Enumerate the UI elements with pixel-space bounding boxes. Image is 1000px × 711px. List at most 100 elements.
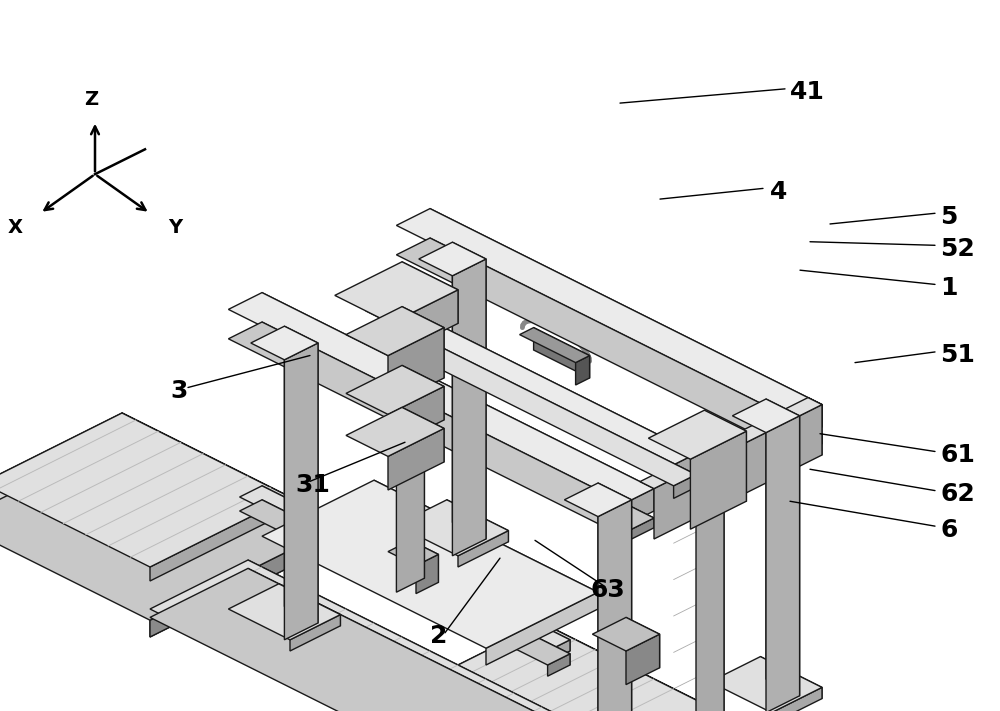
Polygon shape <box>388 321 696 487</box>
Polygon shape <box>262 480 598 648</box>
Polygon shape <box>760 656 822 699</box>
Polygon shape <box>338 535 360 557</box>
Polygon shape <box>262 486 360 546</box>
Text: 61: 61 <box>940 443 975 467</box>
Polygon shape <box>346 407 444 456</box>
Polygon shape <box>402 623 710 711</box>
Polygon shape <box>346 365 444 415</box>
Polygon shape <box>150 568 570 711</box>
Polygon shape <box>704 410 746 501</box>
Polygon shape <box>564 483 632 517</box>
Polygon shape <box>396 284 424 592</box>
Polygon shape <box>388 386 444 448</box>
Polygon shape <box>674 475 696 498</box>
Polygon shape <box>122 413 290 511</box>
Polygon shape <box>402 262 458 324</box>
Polygon shape <box>290 614 340 651</box>
Polygon shape <box>598 483 632 711</box>
Polygon shape <box>402 306 444 378</box>
Polygon shape <box>338 549 360 571</box>
Polygon shape <box>324 528 570 651</box>
Polygon shape <box>788 434 822 461</box>
Polygon shape <box>346 542 570 665</box>
Polygon shape <box>228 293 654 506</box>
Polygon shape <box>542 623 738 711</box>
Polygon shape <box>228 584 340 640</box>
Text: 5: 5 <box>940 205 957 229</box>
Polygon shape <box>486 592 598 665</box>
Polygon shape <box>710 656 822 711</box>
Polygon shape <box>542 623 710 711</box>
Polygon shape <box>626 617 660 668</box>
Polygon shape <box>452 259 486 556</box>
Polygon shape <box>430 238 822 444</box>
Polygon shape <box>150 497 290 581</box>
Polygon shape <box>402 365 444 420</box>
Text: 2: 2 <box>430 624 447 648</box>
Polygon shape <box>520 328 590 363</box>
Polygon shape <box>388 540 438 565</box>
Polygon shape <box>598 500 632 711</box>
Polygon shape <box>366 321 696 486</box>
Polygon shape <box>346 306 444 356</box>
Polygon shape <box>374 273 424 298</box>
Polygon shape <box>262 500 360 560</box>
Polygon shape <box>674 423 724 448</box>
Polygon shape <box>447 500 508 542</box>
Polygon shape <box>772 688 822 711</box>
Polygon shape <box>122 413 318 553</box>
Polygon shape <box>430 208 822 427</box>
Polygon shape <box>324 542 570 665</box>
Polygon shape <box>452 242 486 539</box>
Text: 1: 1 <box>940 276 958 300</box>
Polygon shape <box>248 560 570 711</box>
Polygon shape <box>702 423 724 711</box>
Polygon shape <box>396 238 822 451</box>
Polygon shape <box>388 328 444 406</box>
Polygon shape <box>620 518 654 545</box>
Polygon shape <box>410 540 438 582</box>
Polygon shape <box>766 416 800 711</box>
Text: 51: 51 <box>940 343 975 368</box>
Polygon shape <box>374 480 598 609</box>
Polygon shape <box>374 648 738 711</box>
Polygon shape <box>251 326 318 360</box>
Polygon shape <box>396 500 508 556</box>
Polygon shape <box>388 429 444 490</box>
Polygon shape <box>654 405 822 539</box>
Polygon shape <box>674 454 696 481</box>
Polygon shape <box>548 640 570 662</box>
Text: X: X <box>8 218 22 237</box>
Polygon shape <box>396 208 822 422</box>
Text: 31: 31 <box>295 473 330 497</box>
Polygon shape <box>626 634 660 685</box>
Polygon shape <box>0 413 318 595</box>
Polygon shape <box>690 431 746 529</box>
Polygon shape <box>150 511 318 637</box>
Polygon shape <box>419 242 486 276</box>
Text: 3: 3 <box>170 379 187 403</box>
Polygon shape <box>150 560 570 711</box>
Polygon shape <box>548 654 570 676</box>
Polygon shape <box>696 434 724 711</box>
Polygon shape <box>335 262 458 324</box>
Polygon shape <box>534 328 590 378</box>
Polygon shape <box>262 322 654 528</box>
Polygon shape <box>284 326 318 623</box>
Polygon shape <box>576 356 590 385</box>
Polygon shape <box>402 407 444 462</box>
Polygon shape <box>346 528 570 651</box>
Polygon shape <box>620 488 654 528</box>
Text: 4: 4 <box>770 180 787 204</box>
Polygon shape <box>788 405 822 444</box>
Polygon shape <box>648 410 746 459</box>
Polygon shape <box>640 397 822 488</box>
Polygon shape <box>0 438 318 620</box>
Polygon shape <box>570 707 710 711</box>
Polygon shape <box>391 290 458 357</box>
Polygon shape <box>808 397 822 455</box>
Text: 41: 41 <box>790 80 825 105</box>
Polygon shape <box>228 322 654 535</box>
Polygon shape <box>122 438 318 553</box>
Text: Z: Z <box>84 90 98 109</box>
